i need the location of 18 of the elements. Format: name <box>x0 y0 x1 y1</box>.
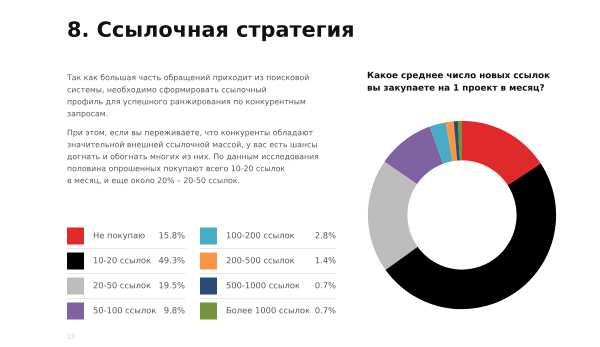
data-label: 2.8% <box>315 232 336 238</box>
legend-label: 100-200 ссылок <box>226 232 294 238</box>
legend-label: 200-500 ссылок <box>226 257 294 264</box>
data-label: 49.3% <box>158 257 185 264</box>
data-label: 19.5% <box>159 282 185 288</box>
data-label: 0.7% <box>315 282 336 288</box>
legend-label: 50-100 ссылок <box>94 307 156 314</box>
legend-label: Не покупаю <box>94 232 145 240</box>
legend-label: 500-1000 ссылок <box>226 282 300 288</box>
data-label: 0.7% <box>315 307 336 314</box>
data-label: 1.4% <box>316 257 336 264</box>
chart-subtitle: Какое среднее число новых ссылок вы закупаете на 1 проект в месяц? <box>368 72 550 92</box>
legend-label: Более 1000 ссылок <box>226 307 310 314</box>
data-label: 15.8% <box>159 232 185 238</box>
data-label: 9.8% <box>164 307 185 314</box>
legend-label: 20-50 ссылок <box>94 282 151 288</box>
chart-title: 8. Ссылочная стратегия <box>68 21 353 42</box>
legend-label: 10-20 ссылок <box>94 257 151 264</box>
